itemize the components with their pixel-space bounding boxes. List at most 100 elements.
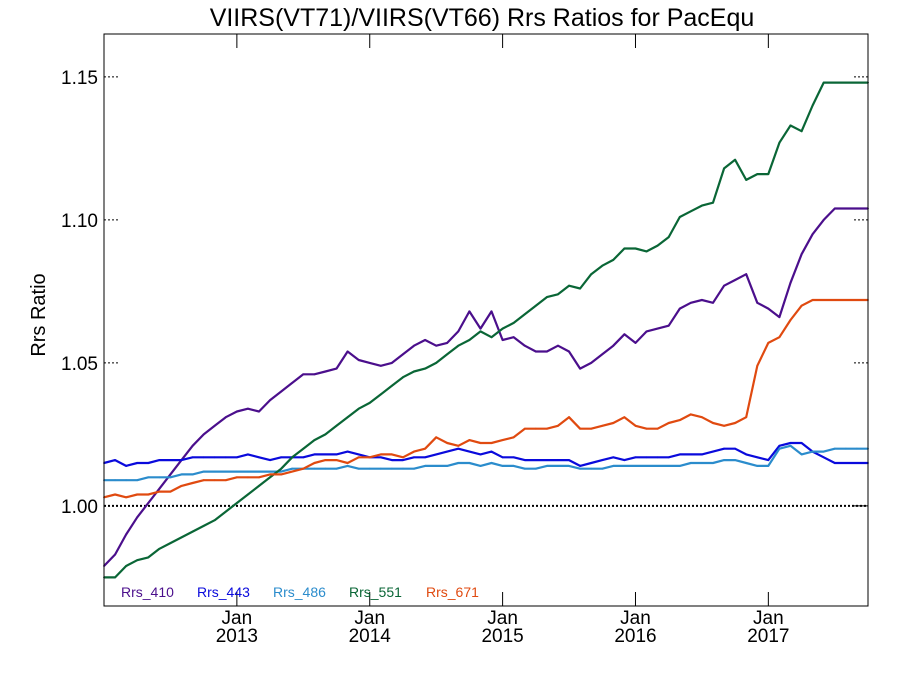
data-point	[302, 373, 305, 376]
data-point	[501, 465, 504, 467]
data-point	[601, 467, 604, 470]
data-point	[114, 553, 116, 556]
chart-title: VIIRS(VT71)/VIIRS(VT66) Rrs Ratios for P…	[210, 4, 755, 32]
data-point	[667, 236, 670, 239]
data-point	[125, 533, 127, 536]
y-axis-label: Rrs Ratio	[28, 273, 50, 356]
data-point	[236, 476, 238, 479]
data-point	[501, 439, 504, 441]
data-point	[778, 316, 781, 318]
data-point	[357, 453, 360, 456]
data-point	[667, 456, 670, 459]
series-line	[104, 81, 868, 579]
data-point	[800, 453, 803, 456]
data-point	[346, 465, 349, 467]
data-point	[446, 342, 449, 344]
data-point	[645, 250, 648, 253]
data-point	[822, 450, 825, 453]
data-point	[269, 459, 271, 461]
data-point	[114, 493, 116, 496]
data-point	[446, 450, 449, 453]
data-point	[789, 444, 792, 447]
data-point	[269, 473, 271, 476]
data-point	[402, 467, 404, 470]
data-point	[568, 284, 570, 287]
data-point	[568, 350, 570, 353]
data-point	[800, 253, 803, 256]
data-point	[833, 299, 836, 301]
data-point	[579, 287, 581, 290]
data-point	[546, 465, 548, 467]
data-point	[579, 465, 581, 467]
data-point	[258, 476, 260, 479]
data-point	[335, 453, 338, 456]
data-point	[656, 427, 659, 430]
x-tick-label: Jan	[354, 608, 385, 629]
legend-label: Rrs_410	[121, 584, 174, 600]
data-point	[612, 465, 615, 467]
data-point	[800, 130, 803, 133]
data-point	[169, 476, 172, 479]
data-point	[202, 470, 205, 473]
data-point	[789, 124, 792, 127]
data-point	[114, 479, 116, 482]
plot-layer: 1.001.051.101.15Jan2013Jan2014Jan2015Jan…	[61, 34, 869, 647]
data-point	[391, 467, 393, 470]
data-point	[424, 447, 426, 450]
data-point	[623, 465, 626, 467]
data-point	[391, 453, 393, 456]
data-point	[634, 342, 637, 344]
data-point	[302, 456, 305, 459]
data-point	[158, 487, 161, 490]
data-point	[833, 447, 836, 450]
data-point	[623, 333, 626, 336]
data-point	[579, 467, 581, 470]
data-point	[346, 462, 349, 464]
data-point	[413, 370, 415, 373]
data-point	[280, 456, 283, 459]
legend: Rrs_410 Rrs_443 Rrs_486 Rrs_551 Rrs_671	[121, 584, 479, 600]
series-line	[103, 207, 868, 567]
data-point	[147, 556, 150, 559]
data-point	[136, 516, 139, 519]
data-point	[213, 456, 216, 459]
data-point	[856, 447, 858, 450]
data-point	[678, 216, 681, 218]
data-point	[368, 467, 371, 470]
data-point	[136, 559, 139, 562]
data-point	[136, 493, 139, 496]
data-point	[822, 456, 825, 459]
data-point	[512, 322, 515, 324]
data-point	[568, 465, 570, 467]
data-point	[457, 462, 460, 464]
data-point	[379, 393, 382, 396]
data-point	[845, 207, 847, 210]
data-point	[468, 439, 471, 441]
series-Rrs_443	[103, 441, 869, 467]
data-point	[656, 465, 659, 467]
data-point	[523, 467, 526, 470]
data-point	[723, 459, 725, 461]
data-point	[402, 456, 404, 459]
data-point	[213, 519, 216, 522]
data-point	[789, 442, 792, 444]
data-point	[701, 462, 703, 464]
data-point	[169, 473, 172, 476]
data-point	[557, 293, 559, 296]
data-point	[734, 459, 736, 461]
data-point	[845, 299, 847, 301]
data-point	[645, 465, 648, 467]
data-point	[335, 459, 338, 461]
data-point	[313, 373, 316, 376]
data-point	[778, 336, 781, 339]
data-point	[213, 424, 216, 427]
data-point	[811, 299, 814, 301]
data-point	[534, 459, 537, 461]
data-point	[468, 310, 471, 313]
data-point	[800, 442, 803, 444]
data-point	[313, 462, 316, 464]
data-point	[789, 319, 792, 321]
data-point	[645, 427, 648, 430]
data-point	[856, 207, 858, 210]
data-point	[512, 336, 515, 339]
